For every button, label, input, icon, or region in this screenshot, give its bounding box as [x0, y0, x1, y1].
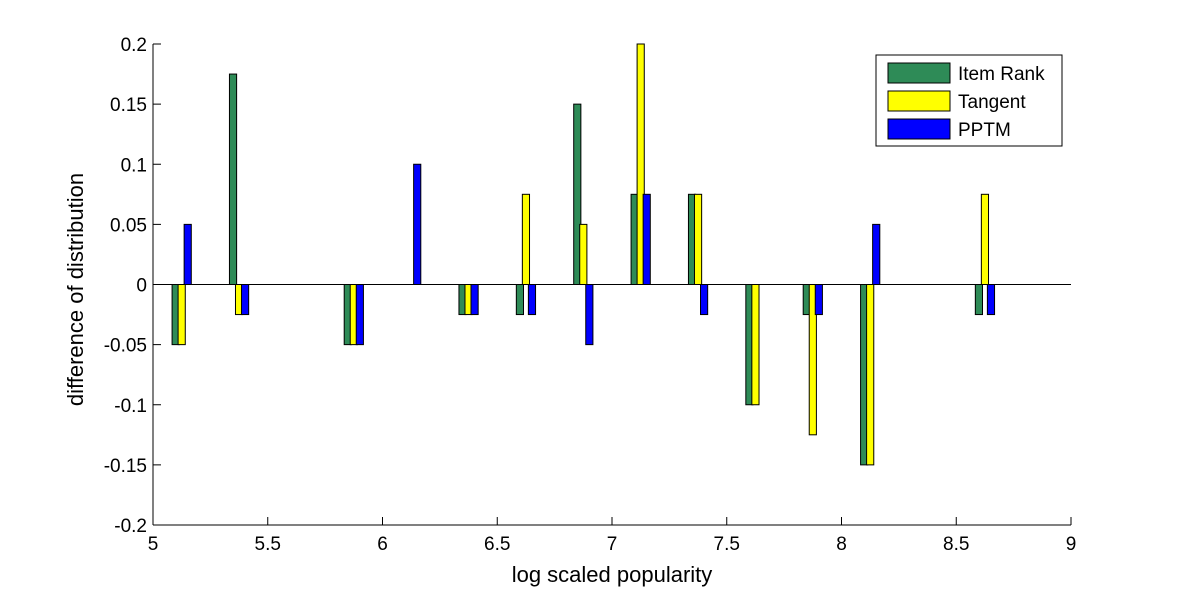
legend-label: Tangent	[958, 92, 1026, 113]
bar-tangent	[980, 193, 990, 285]
x-tick-label: 7.5	[714, 534, 740, 555]
ticks-group: 5 5.5 6 6.5 7 7.5 8 8.5 9 -0.2 -0.15 -0.1 -0.05 0 0.05…	[104, 35, 1077, 555]
bar-tangent	[693, 193, 703, 285]
bar-pptm	[814, 284, 823, 316]
bar-pptm	[470, 284, 479, 316]
bar-pptm	[700, 284, 709, 316]
x-tick-label: 6	[377, 534, 388, 555]
legend: Item Rank Tangent PPTM	[875, 54, 1063, 147]
legend-swatch	[887, 62, 951, 84]
legend-label: Item Rank	[958, 64, 1045, 85]
y-tick-label: -0.15	[104, 456, 147, 477]
bars-group	[171, 43, 996, 466]
bar-pptm	[642, 193, 651, 285]
bar-pptm	[585, 284, 594, 346]
x-tick-label: 6.5	[484, 534, 510, 555]
bar-item-rank	[974, 284, 984, 316]
bar-tangent	[521, 193, 531, 285]
y-tick-label: -0.2	[114, 516, 147, 537]
y-tick-label: -0.05	[104, 336, 147, 357]
bar-pptm	[986, 284, 996, 316]
bar-item-rank	[515, 284, 525, 316]
legend-swatch	[887, 90, 951, 112]
bar-pptm	[872, 223, 881, 286]
bar-tangent	[579, 223, 588, 286]
y-tick-label: -0.1	[114, 396, 147, 417]
y-axis-label: difference of distribution	[63, 173, 88, 406]
bar-tangent	[866, 284, 875, 466]
bar-item-rank	[228, 73, 238, 285]
bar-tangent	[177, 284, 186, 346]
y-tick-label: 0.1	[121, 155, 147, 176]
x-tick-label: 8.5	[943, 534, 969, 555]
x-tick-label: 7	[607, 534, 618, 555]
legend-swatch	[887, 118, 951, 140]
y-tick-label: 0.05	[110, 215, 147, 236]
x-axis-label: log scaled popularity	[512, 562, 713, 587]
legend-label: PPTM	[958, 120, 1011, 141]
bar-pptm	[527, 284, 537, 316]
bar-pptm	[241, 284, 250, 316]
x-tick-label: 5	[148, 534, 159, 555]
x-tick-label: 8	[836, 534, 847, 555]
x-tick-label: 5.5	[255, 534, 281, 555]
y-tick-label: 0	[136, 276, 147, 297]
y-tick-label: 0.2	[121, 35, 147, 56]
bar-pptm	[413, 163, 422, 285]
y-tick-label: 0.15	[110, 95, 147, 116]
bar-pptm	[355, 284, 364, 346]
x-tick-label: 9	[1066, 534, 1077, 555]
bar-tangent	[751, 284, 760, 406]
bar-pptm	[183, 223, 192, 286]
